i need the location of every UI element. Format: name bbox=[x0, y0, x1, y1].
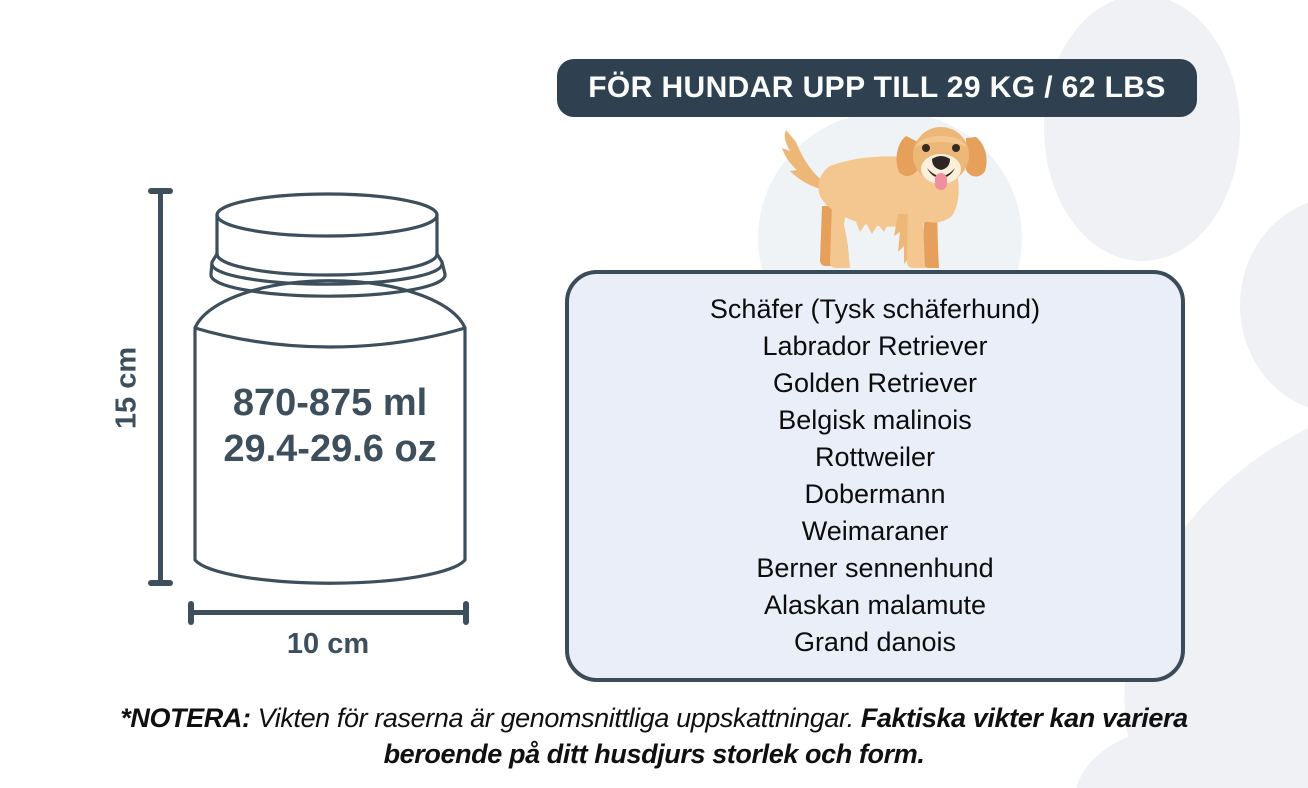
footnote: *NOTERA: Vikten för raserna är genomsnit… bbox=[0, 700, 1308, 772]
dog-left-eye bbox=[922, 144, 930, 152]
breed-list-item: Labrador Retriever bbox=[762, 331, 988, 361]
breed-list-item: Alaskan malamute bbox=[763, 590, 987, 620]
jar-body bbox=[193, 279, 467, 585]
width-dimension-label: 10 cm bbox=[286, 628, 370, 660]
height-dimension-label: 15 cm bbox=[110, 346, 143, 430]
footnote-line-1: *NOTERA: Vikten för raserna är genomsnit… bbox=[0, 700, 1308, 736]
golden-retriever-icon bbox=[782, 127, 987, 268]
jar-shoulder-rim bbox=[193, 326, 467, 349]
jar-neck-left bbox=[209, 252, 219, 276]
breed-list-item: Rottweiler bbox=[814, 442, 936, 472]
breed-list-item: Schäfer (Tysk schäferhund) bbox=[709, 294, 1041, 324]
jar-volume-ml: 870-875 ml bbox=[232, 382, 428, 424]
paw-toe-2 bbox=[1240, 202, 1308, 408]
width-dimension-cap-right bbox=[463, 601, 469, 625]
height-dimension-line bbox=[158, 191, 163, 584]
dog-tongue bbox=[935, 173, 947, 190]
breed-list-item: Dobermann bbox=[804, 479, 946, 509]
breed-list-item: Grand danois bbox=[793, 627, 957, 657]
jar-neck-ring-1 bbox=[210, 262, 444, 286]
paw-toe-1 bbox=[1044, 0, 1240, 261]
jar-illustration bbox=[193, 192, 467, 585]
width-dimension-line bbox=[190, 610, 467, 615]
breed-list-box: Schäfer (Tysk schäferhund) Labrador Retr… bbox=[565, 270, 1185, 682]
footnote-bold: Faktiska vikter kan variera bbox=[860, 703, 1188, 733]
breed-list-item: Weimaraner bbox=[801, 516, 949, 546]
footnote-line-2: beroende på ditt husdjurs storlek och fo… bbox=[0, 736, 1308, 772]
height-dimension-cap-bottom bbox=[148, 580, 173, 586]
jar-neck-ring-2 bbox=[209, 273, 447, 298]
breed-list-item: Berner sennenhund bbox=[756, 553, 994, 583]
jar-volume-oz: 29.4-29.6 oz bbox=[223, 428, 437, 470]
weight-limit-banner: FÖR HUNDAR UPP TILL 29 KG / 62 LBS bbox=[557, 59, 1197, 117]
height-dimension-cap-top bbox=[148, 188, 173, 194]
breed-list-item: Golden Retriever bbox=[772, 368, 978, 398]
footnote-bold-2: beroende på ditt husdjurs storlek och fo… bbox=[383, 739, 925, 769]
footnote-regular: Vikten för raserna är genomsnittliga upp… bbox=[250, 703, 861, 733]
footnote-prefix: *NOTERA: bbox=[120, 703, 251, 733]
dog-right-eye bbox=[952, 144, 960, 152]
weight-limit-label: FÖR HUNDAR UPP TILL 29 KG / 62 LBS bbox=[588, 71, 1166, 104]
width-dimension-cap-left bbox=[188, 601, 194, 625]
dog-right-ear bbox=[966, 137, 987, 177]
jar-lid-bottom bbox=[215, 252, 439, 277]
dog-belly-feathering bbox=[856, 222, 888, 234]
jar-neck-right bbox=[435, 252, 447, 276]
jar-lid-top bbox=[215, 192, 439, 238]
jar-volume-label: 870-875 ml 29.4-29.6 oz bbox=[190, 380, 470, 472]
breed-list-item: Belgisk malinois bbox=[778, 405, 972, 435]
